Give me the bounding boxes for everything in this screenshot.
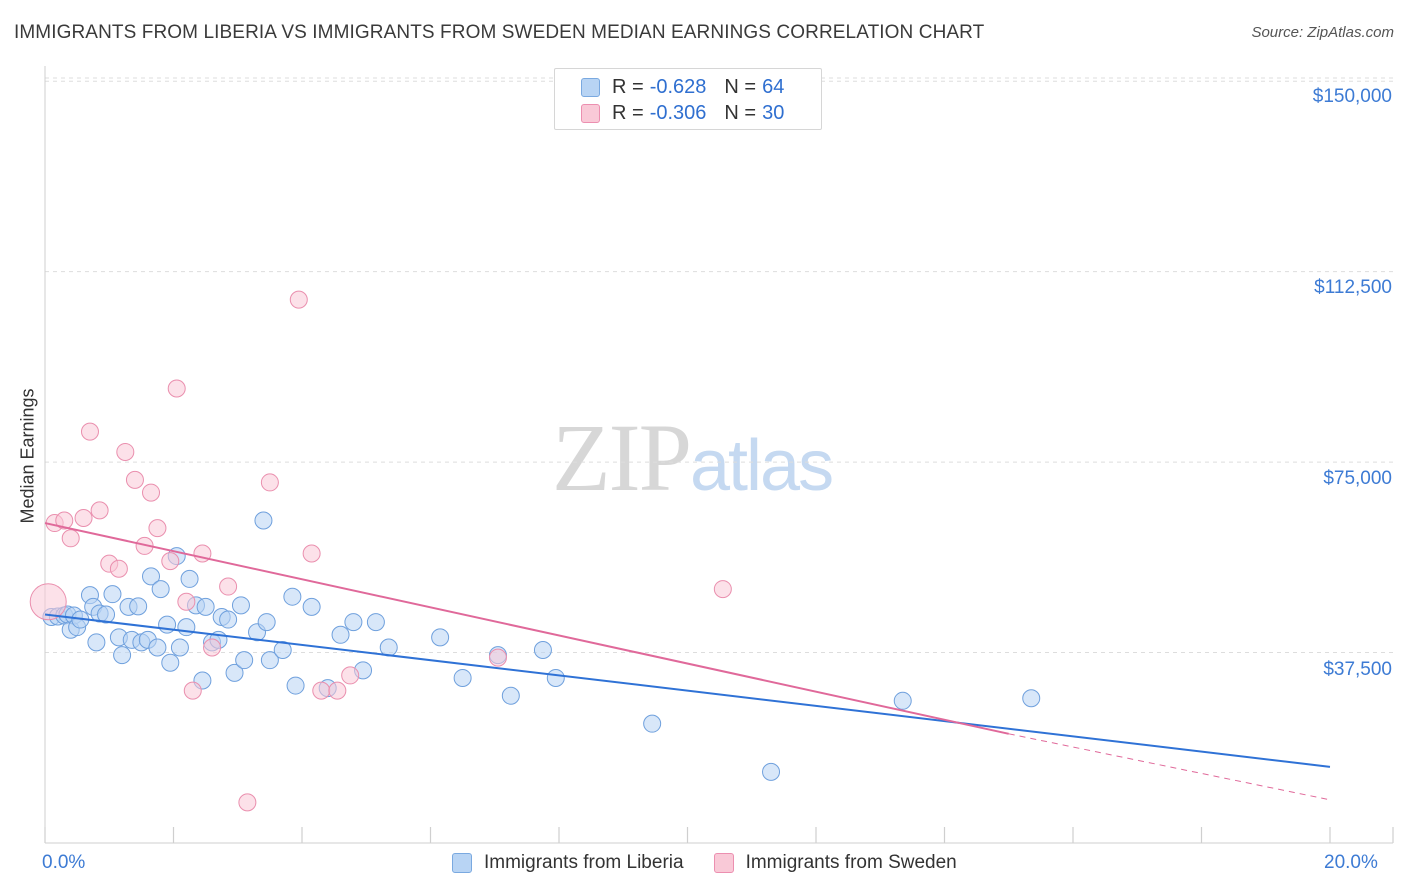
n-value-sweden: 30 <box>762 101 785 124</box>
liberia-point <box>366 613 385 632</box>
liberia-trend-line <box>44 613 1331 768</box>
sweden-swatch <box>581 103 600 123</box>
liberia-point <box>273 641 292 660</box>
chart-title: IMMIGRANTS FROM LIBERIA VS IMMIGRANTS FR… <box>14 22 985 43</box>
sweden-point <box>80 422 99 441</box>
sweden-point <box>302 544 321 563</box>
sweden-trend-line <box>44 522 1009 735</box>
n-label: N = <box>724 75 757 98</box>
liberia-point <box>501 686 520 705</box>
liberia-point <box>453 668 472 687</box>
n-label: N = <box>724 101 757 124</box>
liberia-point <box>643 714 662 733</box>
sweden-point <box>260 473 279 492</box>
sweden-point <box>289 290 308 309</box>
liberia-point <box>893 691 912 710</box>
sweden-point <box>109 559 128 578</box>
liberia-point <box>225 663 244 682</box>
legend-item-liberia[interactable]: Immigrants from Liberia <box>452 852 684 874</box>
liberia-point <box>431 628 450 647</box>
liberia-point <box>302 597 321 616</box>
sweden-point <box>341 666 360 685</box>
sweden-trend-extension <box>1008 733 1331 801</box>
r-label: R = <box>612 75 644 98</box>
sweden-point <box>55 511 74 530</box>
liberia-point <box>283 587 302 606</box>
liberia-legend-label: Immigrants from Liberia <box>484 852 684 873</box>
sweden-point <box>203 638 222 657</box>
liberia-point <box>87 633 106 652</box>
y-tick-label-112500: $112,500 <box>1314 277 1392 298</box>
y-axis-title: Median Earnings <box>17 388 38 524</box>
liberia-point <box>170 638 189 657</box>
liberia-point <box>260 651 279 670</box>
sweden-point <box>713 580 732 599</box>
sweden-legend-label: Immigrants from Sweden <box>745 852 957 873</box>
liberia-point <box>533 641 552 660</box>
sweden-point <box>161 552 180 571</box>
liberia-point <box>546 668 565 687</box>
legend-item-sweden[interactable]: Immigrants from Sweden <box>713 852 957 874</box>
sweden-point <box>74 508 93 527</box>
liberia-point <box>196 597 215 616</box>
liberia-legend-swatch <box>452 853 472 873</box>
source-credit: Source: ZipAtlas.com <box>1251 24 1394 41</box>
liberia-point <box>331 625 350 644</box>
correlation-legend: R = -0.628 N = 64 R = -0.306 N = 30 <box>554 68 822 130</box>
liberia-point <box>379 638 398 657</box>
liberia-point <box>180 569 199 588</box>
liberia-point <box>177 618 196 637</box>
sweden-point <box>61 529 80 548</box>
liberia-point <box>235 651 254 670</box>
liberia-point <box>286 676 305 695</box>
liberia-point <box>257 613 276 632</box>
r-value-sweden: -0.306 <box>649 101 707 124</box>
watermark: ZIPatlas <box>552 402 834 513</box>
sweden-point <box>125 470 144 489</box>
sweden-point <box>328 681 347 700</box>
liberia-point <box>113 646 132 665</box>
sweden-point <box>90 501 109 520</box>
sweden-point <box>148 519 167 538</box>
liberia-point <box>103 585 122 604</box>
sweden-point <box>142 483 161 502</box>
series-legend: Immigrants from Liberia Immigrants from … <box>452 852 987 874</box>
y-tick-label-37500: $37,500 <box>1323 659 1392 680</box>
sweden-point <box>219 577 238 596</box>
sweden-point <box>116 442 135 461</box>
sweden-point <box>183 681 202 700</box>
watermark-zip: ZIP <box>552 404 692 511</box>
sweden-point <box>177 592 196 611</box>
liberia-point <box>97 605 116 624</box>
liberia-point <box>129 597 148 616</box>
x-tick-label-min: 0.0% <box>42 852 86 873</box>
legend-row-liberia: R = -0.628 N = 64 <box>581 75 784 99</box>
y-tick-label-150000: $150,000 <box>1312 86 1392 107</box>
r-label: R = <box>612 101 644 124</box>
liberia-swatch <box>581 77 600 97</box>
liberia-point <box>142 567 161 586</box>
n-value-liberia: 64 <box>762 75 785 98</box>
sweden-point <box>167 379 186 398</box>
liberia-point <box>148 638 167 657</box>
watermark-atlas: atlas <box>690 426 834 506</box>
liberia-point <box>344 613 363 632</box>
liberia-point <box>762 762 781 781</box>
liberia-point <box>254 511 273 530</box>
legend-row-sweden: R = -0.306 N = 30 <box>581 101 784 125</box>
x-tick-label-max: 20.0% <box>1324 852 1378 873</box>
liberia-point <box>161 653 180 672</box>
y-tick-label-75000: $75,000 <box>1323 468 1392 489</box>
liberia-point <box>231 596 250 615</box>
liberia-point <box>1022 689 1041 708</box>
r-value-liberia: -0.628 <box>649 75 707 98</box>
sweden-point <box>29 583 67 621</box>
sweden-point <box>488 648 507 667</box>
sweden-point <box>238 793 257 812</box>
sweden-point <box>312 681 331 700</box>
liberia-point <box>219 610 238 629</box>
sweden-legend-swatch <box>713 853 734 873</box>
liberia-point <box>151 580 170 599</box>
